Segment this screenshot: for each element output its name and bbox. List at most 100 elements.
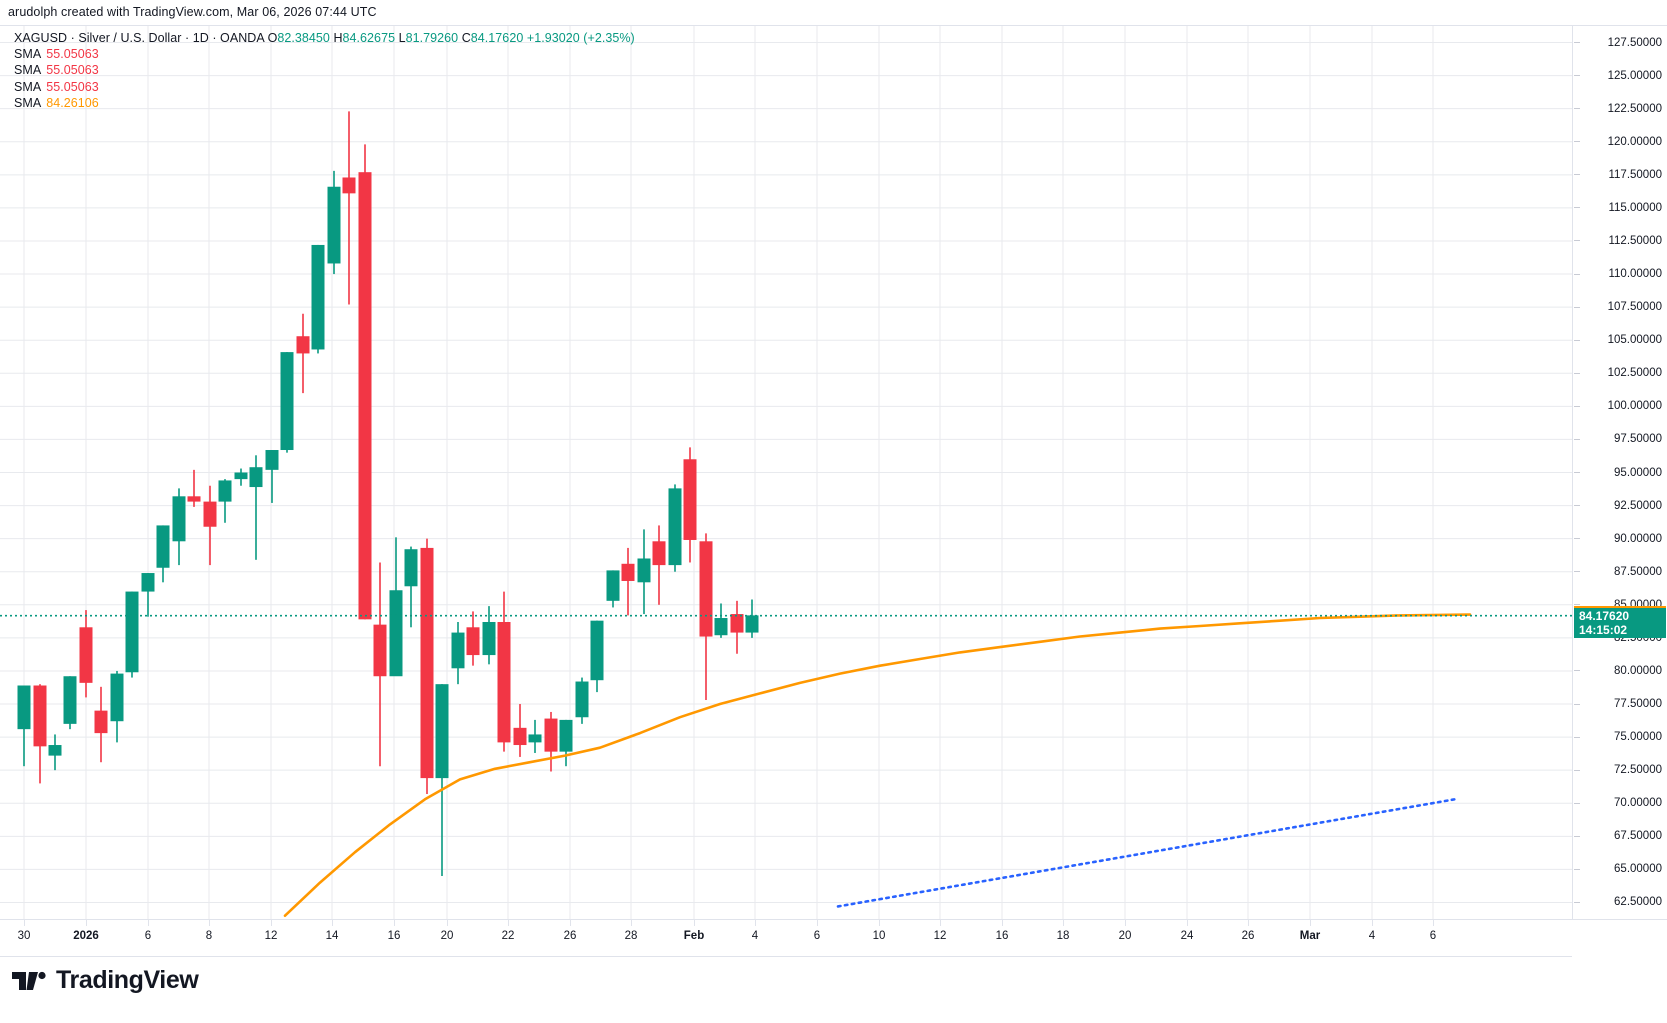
indicator-legend-list: SMA 55.05063 SMA 55.05063 SMA 55.05063 SMA 84.2…: [14, 46, 635, 111]
time-tick-mark: [1372, 920, 1373, 926]
time-tick-mark: [271, 920, 272, 926]
legend-indicator-row[interactable]: SMA 55.05063: [14, 79, 635, 95]
candlestick: [156, 525, 170, 583]
candlestick: [172, 488, 186, 566]
price-tick-mark: [1574, 604, 1580, 606]
price-tick-label: 62.50000: [1573, 895, 1667, 909]
time-tick-label: 4: [751, 930, 759, 942]
candlestick: [311, 244, 325, 354]
price-tick-label: 105.00000: [1573, 333, 1667, 347]
time-tick-mark: [755, 920, 756, 926]
time-tick-label: 26: [563, 930, 577, 942]
candlestick: [435, 684, 449, 877]
price-tick-label: 122.50000: [1573, 102, 1667, 116]
time-tick-label: 18: [1056, 930, 1070, 942]
price-tick-label: 107.50000: [1573, 300, 1667, 314]
time-tick-label: 20: [440, 930, 454, 942]
time-tick-label: 6: [1429, 930, 1437, 942]
time-tick-label: 26: [1241, 930, 1255, 942]
candlestick: [590, 620, 604, 693]
legend-indicator-row[interactable]: SMA 55.05063: [14, 62, 635, 78]
candlestick: [420, 538, 434, 794]
price-tick-mark: [1574, 637, 1580, 639]
price-tick-label: 72.50000: [1573, 763, 1667, 777]
candlestick: [668, 484, 682, 572]
time-tick-label: 8: [205, 930, 213, 942]
time-tick-label: 6: [813, 930, 821, 942]
time-tick-label: 22: [501, 930, 515, 942]
candlestick: [466, 611, 480, 666]
close-label: C: [461, 31, 471, 45]
price-tick-label: 77.50000: [1573, 697, 1667, 711]
time-tick-mark: [1433, 920, 1434, 926]
candlestick: [528, 719, 542, 753]
price-tick-label: 127.50000: [1573, 36, 1667, 50]
time-tick-mark: [86, 920, 87, 926]
time-tick-mark: [332, 920, 333, 926]
indicator-name: SMA: [14, 95, 42, 110]
candlestick: [125, 591, 139, 678]
price-tick-mark: [1574, 703, 1580, 705]
price-tick-mark: [1574, 835, 1580, 837]
candlestick: [714, 603, 728, 638]
candlestick: [141, 573, 155, 617]
high-label: H: [333, 31, 343, 45]
legend-symbol-row[interactable]: XAGUSD · Silver / U.S. Dollar · 1D · OAN…: [14, 30, 635, 46]
time-tick-label: 20: [1118, 930, 1132, 942]
price-tick-mark: [1574, 802, 1580, 804]
price-tick-mark: [1574, 174, 1580, 176]
time-axis[interactable]: 30 2026 6 8 12 14 16 20 22 26 28 Feb 4 6 10 12 16 18 20 24 2…: [0, 920, 1572, 957]
indicator-value: 55.05063: [46, 79, 99, 94]
price-tick-label: 100.00000: [1573, 399, 1667, 413]
candlestick: [358, 144, 372, 620]
tradingview-mark-icon: [12, 971, 46, 990]
legend-indicator-row[interactable]: SMA 84.26106: [14, 95, 635, 111]
price-tick-label: 115.00000: [1573, 201, 1667, 215]
time-tick-label: 4: [1368, 930, 1376, 942]
price-tick-mark: [1574, 736, 1580, 738]
price-tick-mark: [1574, 141, 1580, 143]
time-tick-mark: [631, 920, 632, 926]
tradingview-logo: TradingView: [12, 966, 199, 994]
chart-canvas: [0, 26, 1572, 919]
time-tick-mark: [508, 920, 509, 926]
candlestick: [513, 704, 527, 757]
time-tick-label: 28: [624, 930, 638, 942]
indicator-value: 84.26106: [46, 95, 99, 110]
candlestick: [265, 450, 279, 503]
time-tick-mark: [1125, 920, 1126, 926]
time-tick-label: 30: [17, 930, 31, 942]
time-tick-mark: [394, 920, 395, 926]
candlestick: [373, 562, 387, 767]
tradingview-wordmark: TradingView: [56, 966, 199, 994]
candlestick: [17, 685, 31, 767]
low-value: 81.79260: [405, 31, 459, 45]
price-tick-label: 92.50000: [1573, 499, 1667, 513]
candlestick: [559, 719, 573, 767]
price-tick-mark: [1574, 240, 1580, 242]
price-tick-mark: [1574, 670, 1580, 672]
price-tick-mark: [1574, 75, 1580, 77]
indicator-name: SMA: [14, 47, 42, 62]
candlestick: [327, 170, 341, 275]
price-tick-label: 65.00000: [1573, 862, 1667, 876]
price-tick-label: 87.50000: [1573, 565, 1667, 579]
candlestick: [33, 684, 47, 784]
candlestick: [296, 313, 310, 394]
candlestick-series: [17, 111, 759, 877]
candlestick: [699, 533, 713, 701]
chart-plot-area[interactable]: [0, 25, 1572, 920]
price-tick-mark: [1574, 372, 1580, 374]
candlestick: [621, 547, 635, 616]
candlestick: [404, 546, 418, 628]
time-tick-mark: [879, 920, 880, 926]
price-tick-mark: [1574, 306, 1580, 308]
price-tick-mark: [1574, 571, 1580, 573]
legend-indicator-row[interactable]: SMA 55.05063: [14, 46, 635, 62]
price-axis[interactable]: 127.50000 125.00000 122.50000 120.00000 117.…: [1572, 25, 1667, 920]
time-tick-label: 10: [872, 930, 886, 942]
time-tick-label: 14: [325, 930, 339, 942]
time-tick-label: 6: [144, 930, 152, 942]
candlestick: [342, 111, 356, 305]
